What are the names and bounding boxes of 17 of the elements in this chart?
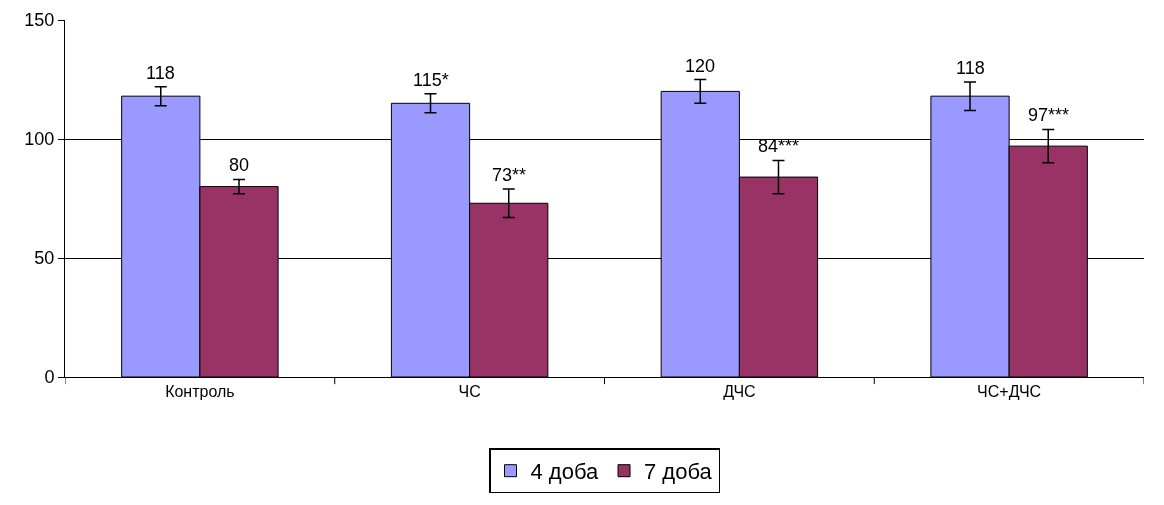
data-label: 73** — [492, 165, 527, 185]
y-tick-label: 50 — [34, 248, 55, 269]
x-tick-label: Контроль — [165, 383, 235, 401]
data-label: 80 — [229, 155, 250, 175]
data-label: 118 — [146, 63, 175, 83]
x-tick-label: ЧС+ДЧС — [977, 383, 1042, 401]
y-tick-label: 0 — [44, 367, 55, 388]
y-tick-label: 150 — [24, 10, 55, 31]
data-label: 118 — [956, 58, 985, 78]
legend-label: 4 доба — [530, 459, 600, 485]
data-label: 115* — [413, 70, 449, 90]
x-tick-label: ДЧС — [723, 383, 756, 401]
legend-label: 7 доба — [644, 459, 713, 485]
y-tick-label: 100 — [24, 129, 55, 150]
data-label: 97*** — [1028, 105, 1070, 125]
data-label: 120 — [685, 56, 716, 76]
x-tick-label: ЧС — [458, 383, 481, 401]
